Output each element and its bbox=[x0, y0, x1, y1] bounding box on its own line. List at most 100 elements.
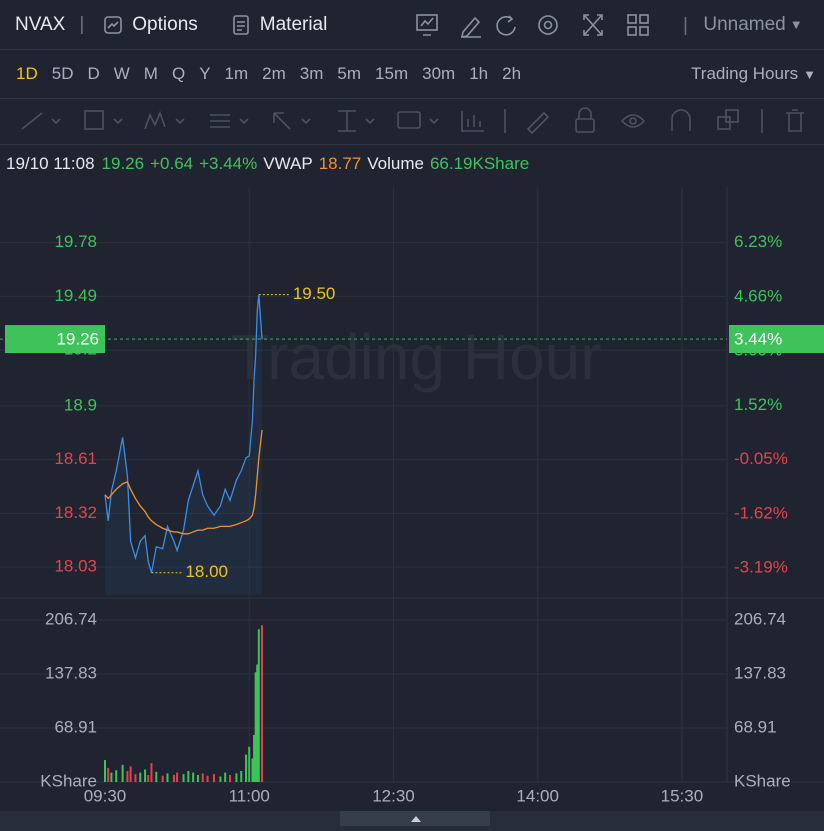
price-area bbox=[105, 294, 263, 595]
indicator-icon[interactable] bbox=[416, 13, 439, 36]
y-tick-label: 18.03 bbox=[54, 557, 97, 576]
reset-icon[interactable] bbox=[496, 14, 517, 36]
x-tick-label: 14:00 bbox=[516, 786, 559, 805]
separator: | bbox=[79, 13, 85, 35]
vwap-line bbox=[104, 429, 263, 535]
quote-price: 19.26 bbox=[101, 154, 145, 173]
period-button[interactable]: W bbox=[113, 64, 130, 83]
quote-time: 19/10 11:08 bbox=[6, 154, 95, 173]
volume-bar bbox=[144, 769, 147, 782]
volume-bar bbox=[240, 771, 243, 782]
period-button[interactable]: 15m bbox=[375, 64, 409, 83]
y-tick-label: 18.32 bbox=[54, 503, 97, 522]
layout-name[interactable]: Unnamed bbox=[703, 13, 786, 35]
volume-bar bbox=[206, 775, 209, 782]
y2-tick-label: 1.52% bbox=[734, 395, 782, 414]
scroll-arrow bbox=[411, 816, 421, 822]
volume-bar bbox=[182, 774, 185, 782]
chart-bg bbox=[0, 183, 824, 811]
volume-bar bbox=[161, 775, 164, 782]
volume-bar bbox=[187, 771, 190, 782]
session-selector[interactable]: Trading Hours bbox=[691, 64, 799, 83]
drawing-tools bbox=[21, 106, 804, 134]
period-bar: 1D 5D D W M Q Y 1m 2m 3m 5m 15m 30m 1h 2h Trading Hour… bbox=[0, 50, 824, 99]
period-button[interactable]: 1h bbox=[469, 64, 489, 83]
y-tick-label: 18.9 bbox=[64, 395, 97, 414]
drawing-toolbar bbox=[0, 99, 824, 145]
last-price-tag bbox=[5, 325, 105, 354]
volume-bar bbox=[176, 772, 179, 782]
y2-tick-label: -3.19% bbox=[734, 558, 788, 577]
period-button[interactable]: 5m bbox=[337, 64, 362, 83]
watermark: Trading Hour bbox=[230, 321, 601, 393]
volume-tick-label-right: 137.83 bbox=[734, 663, 786, 682]
material-icon[interactable] bbox=[230, 14, 252, 36]
material-button[interactable]: Material bbox=[259, 13, 328, 35]
volume-bar bbox=[201, 773, 204, 782]
volume-value: 66.19KShare bbox=[429, 154, 530, 173]
volume-bar bbox=[212, 774, 215, 782]
x-tick-label: 11:00 bbox=[229, 786, 270, 805]
period-button[interactable]: 2m bbox=[262, 64, 286, 83]
period-button[interactable]: D bbox=[87, 64, 100, 83]
volume-bar bbox=[172, 774, 175, 782]
period-button[interactable]: Q bbox=[171, 64, 186, 83]
quote-change: +0.64 bbox=[150, 154, 194, 173]
draw-icon[interactable] bbox=[461, 16, 482, 38]
volume-tick-label-right: 206.74 bbox=[734, 610, 786, 629]
settings-icon[interactable] bbox=[538, 14, 559, 35]
dropdown-arrow[interactable]: ▼ bbox=[803, 66, 816, 82]
volume-bar bbox=[115, 770, 118, 782]
volume-bar bbox=[256, 664, 259, 782]
volume-tick-label: KShare bbox=[40, 771, 97, 790]
period-button[interactable]: 1m bbox=[224, 64, 249, 83]
period-button[interactable]: 3m bbox=[299, 64, 324, 83]
volume-bar bbox=[229, 774, 231, 782]
layout-icon[interactable] bbox=[627, 13, 650, 36]
period-button[interactable]: M bbox=[143, 64, 158, 83]
volume-bar bbox=[224, 772, 227, 782]
volume-tick-label: 206.74 bbox=[45, 610, 97, 629]
vwap-label: VWAP bbox=[263, 154, 313, 173]
y-tick-label: 18.61 bbox=[54, 449, 97, 468]
volume-bar bbox=[251, 758, 254, 782]
volume-bar bbox=[196, 774, 199, 782]
volume-bar bbox=[121, 764, 124, 782]
period-list: 1D 5D D W M Q Y 1m 2m 3m 5m 15m 30m 1h 2h bbox=[5, 64, 524, 84]
separator: | bbox=[683, 15, 688, 36]
period-button[interactable]: Y bbox=[199, 64, 211, 83]
price-line bbox=[104, 294, 263, 573]
options-button[interactable]: Options bbox=[132, 13, 198, 35]
volume-tick-label: 137.83 bbox=[45, 663, 97, 682]
volume-bar bbox=[110, 772, 113, 782]
last-pct-tag bbox=[729, 325, 824, 354]
y2-tick-label: -0.05% bbox=[734, 449, 788, 468]
low-label: 18.00 bbox=[185, 562, 228, 581]
volume-bar bbox=[155, 771, 158, 782]
volume-bar bbox=[147, 774, 150, 782]
volume-bar bbox=[245, 754, 248, 782]
period-button[interactable]: 30m bbox=[422, 64, 456, 83]
volume-bar bbox=[150, 763, 153, 782]
symbol[interactable]: NVAX bbox=[15, 13, 66, 35]
dropdown-arrow[interactable]: ▼ bbox=[789, 17, 803, 32]
volume-bar bbox=[219, 776, 222, 782]
period-button[interactable]: 2h bbox=[502, 64, 522, 83]
y-tick-label: 19.49 bbox=[54, 286, 97, 305]
volume-tick-label: 68.91 bbox=[54, 717, 97, 736]
quote-line: 19/10 11:08 19.26 +0.64 +3.44% VWAP 18.7… bbox=[0, 145, 824, 183]
x-tick-label: 15:30 bbox=[661, 786, 704, 805]
options-icon[interactable] bbox=[102, 14, 124, 36]
high-label: 19.50 bbox=[293, 284, 336, 303]
period-button[interactable]: 1D bbox=[16, 64, 38, 83]
period-button[interactable]: 5D bbox=[51, 64, 74, 83]
volume-bar bbox=[107, 767, 110, 782]
y-tick-label: 19.78 bbox=[54, 232, 97, 251]
volume-bar bbox=[104, 760, 106, 782]
tool-icons[interactable] bbox=[21, 106, 804, 134]
fullscreen-icon[interactable] bbox=[583, 13, 604, 36]
top-icons: | bbox=[416, 13, 688, 38]
volume-bar bbox=[248, 746, 251, 782]
last-pct-label: 3.44% bbox=[734, 329, 782, 348]
volume-bar bbox=[257, 629, 260, 782]
